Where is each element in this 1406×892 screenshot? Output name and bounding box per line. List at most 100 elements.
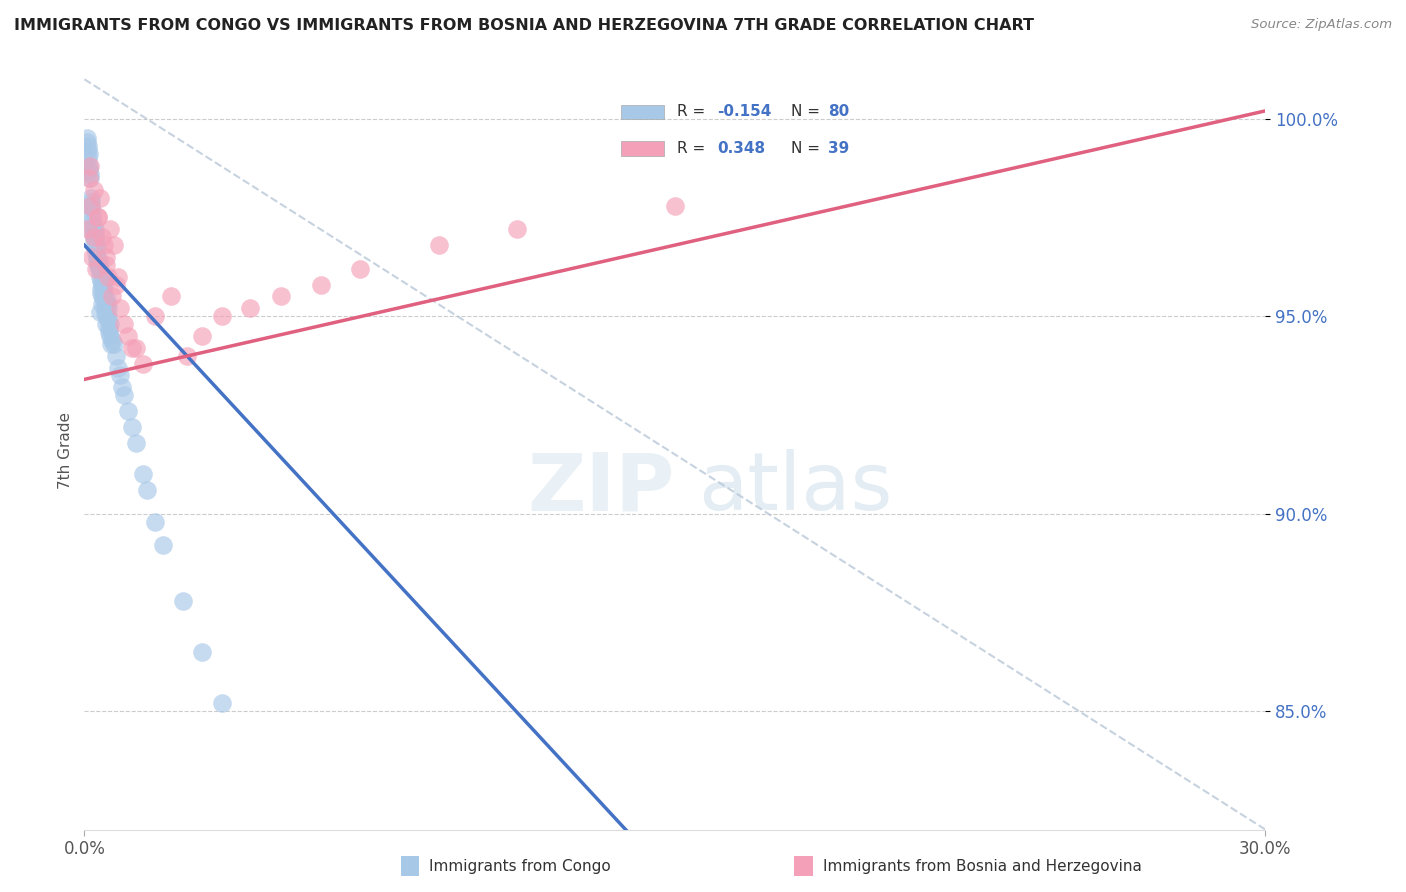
- Text: Source: ZipAtlas.com: Source: ZipAtlas.com: [1251, 18, 1392, 31]
- Point: [86, 253, 108, 268]
- Point: [80, 202, 103, 217]
- Point: [136, 483, 159, 497]
- Point: [108, 301, 131, 316]
- Point: [94, 305, 117, 319]
- Point: [84, 230, 107, 244]
- Point: [87, 253, 110, 268]
- Text: -0.154: -0.154: [717, 104, 770, 120]
- Point: [94, 301, 117, 316]
- Point: [89, 269, 111, 284]
- Point: [121, 341, 143, 355]
- Point: [152, 538, 174, 552]
- Bar: [621, 142, 664, 156]
- Point: [91, 289, 114, 303]
- Point: [79, 171, 101, 186]
- Point: [117, 329, 139, 343]
- Point: [101, 333, 124, 347]
- Point: [79, 199, 101, 213]
- Point: [83, 234, 105, 248]
- Point: [87, 261, 110, 276]
- Point: [91, 274, 114, 288]
- Point: [93, 238, 115, 252]
- Point: [104, 349, 127, 363]
- Point: [112, 388, 135, 402]
- Point: [86, 242, 108, 256]
- Point: [97, 313, 120, 327]
- Point: [89, 305, 111, 319]
- Point: [83, 183, 105, 197]
- Bar: [621, 104, 664, 119]
- Point: [211, 696, 233, 710]
- Point: [98, 222, 121, 236]
- Point: [91, 230, 114, 244]
- Point: [89, 261, 111, 276]
- Text: 80: 80: [828, 104, 849, 120]
- Point: [83, 230, 105, 244]
- Point: [506, 222, 529, 236]
- Point: [91, 277, 114, 292]
- Point: [83, 230, 105, 244]
- Point: [80, 199, 103, 213]
- Point: [79, 191, 101, 205]
- Point: [172, 593, 194, 607]
- Point: [76, 131, 98, 145]
- Point: [87, 258, 110, 272]
- Point: [89, 258, 111, 272]
- Text: ZIP: ZIP: [527, 450, 675, 527]
- Point: [82, 214, 104, 228]
- Point: [117, 404, 139, 418]
- Point: [96, 297, 118, 311]
- Text: atlas: atlas: [699, 450, 893, 527]
- Point: [96, 293, 118, 308]
- Point: [211, 309, 233, 323]
- Point: [101, 289, 124, 303]
- Point: [96, 317, 118, 331]
- Point: [77, 151, 100, 165]
- Point: [80, 194, 103, 209]
- Point: [84, 238, 107, 252]
- Point: [94, 250, 117, 264]
- Point: [191, 645, 214, 659]
- Point: [176, 349, 198, 363]
- Point: [132, 357, 155, 371]
- Point: [90, 285, 112, 300]
- Point: [76, 144, 98, 158]
- Point: [76, 222, 98, 236]
- Point: [97, 301, 120, 316]
- Point: [94, 297, 117, 311]
- Point: [239, 301, 262, 316]
- Point: [191, 329, 214, 343]
- Point: [89, 191, 111, 205]
- Point: [77, 147, 100, 161]
- Point: [82, 222, 104, 236]
- Point: [77, 159, 100, 173]
- Point: [79, 163, 101, 178]
- Text: N =: N =: [792, 141, 825, 156]
- Point: [98, 317, 121, 331]
- Point: [82, 227, 104, 241]
- Point: [90, 277, 112, 292]
- Text: 0.348: 0.348: [717, 141, 765, 156]
- Point: [143, 515, 166, 529]
- Point: [94, 309, 117, 323]
- Point: [82, 211, 104, 225]
- Point: [84, 227, 107, 241]
- Text: Immigrants from Bosnia and Herzegovina: Immigrants from Bosnia and Herzegovina: [823, 859, 1142, 873]
- Point: [79, 167, 101, 181]
- Point: [89, 274, 111, 288]
- Point: [76, 136, 98, 150]
- Y-axis label: 7th Grade: 7th Grade: [58, 412, 73, 489]
- Text: R =: R =: [676, 141, 710, 156]
- Point: [77, 171, 100, 186]
- Point: [103, 336, 125, 351]
- Point: [98, 329, 121, 343]
- Point: [98, 325, 121, 339]
- Point: [124, 341, 146, 355]
- Point: [121, 419, 143, 434]
- Point: [270, 289, 292, 303]
- Text: N =: N =: [792, 104, 825, 120]
- Text: Immigrants from Congo: Immigrants from Congo: [429, 859, 610, 873]
- Point: [664, 199, 686, 213]
- Point: [97, 321, 120, 335]
- Point: [93, 281, 115, 295]
